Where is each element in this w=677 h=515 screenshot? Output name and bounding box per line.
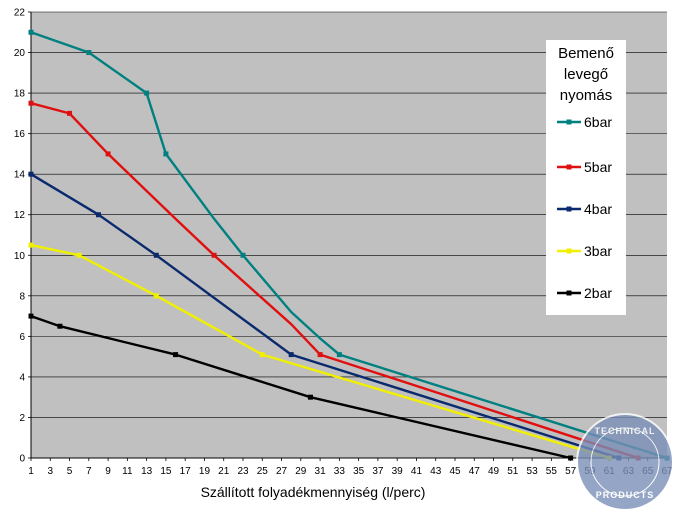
legend-box — [546, 40, 626, 315]
y-tick-label: 10 — [14, 251, 26, 262]
x-tick-label: 33 — [334, 466, 346, 477]
legend-title-line-1: Bemenő — [558, 45, 614, 62]
x-tick-label: 3 — [47, 466, 53, 477]
x-tick-label: 51 — [507, 466, 519, 477]
y-tick-label: 6 — [19, 332, 25, 343]
axes — [28, 11, 668, 461]
legend-item-6bar: 6bar — [557, 114, 612, 130]
x-tick-label: 25 — [257, 466, 269, 477]
x-tick-label: 35 — [353, 466, 365, 477]
data-point-4bar — [28, 171, 34, 177]
y-tick-label: 20 — [14, 48, 26, 59]
x-tick-label: 29 — [295, 466, 307, 477]
legend-marker-5bar — [566, 164, 572, 170]
legend: Bemenő levegő nyomás 6bar 5bar 4bar 3bar 2ba… — [546, 40, 626, 315]
data-point-2bar — [307, 394, 313, 400]
x-tick-label: 23 — [237, 466, 249, 477]
x-tick-label: 5 — [67, 466, 73, 477]
data-point-5bar — [67, 110, 73, 116]
legend-marker-6bar — [566, 119, 572, 125]
legend-items: 6bar 5bar 4bar 3bar 2bar — [557, 114, 612, 301]
data-point-6bar — [86, 50, 92, 56]
data-point-4bar — [153, 252, 159, 258]
watermark-line-1: TECHNICAL — [595, 426, 656, 436]
x-tick-label: 45 — [449, 466, 461, 477]
legend-marker-4bar — [566, 206, 572, 212]
legend-marker-2bar — [566, 290, 572, 296]
x-tick-label: 57 — [565, 466, 577, 477]
data-point-3bar — [259, 352, 265, 358]
x-tick-label: 13 — [141, 466, 153, 477]
y-tick-label: 18 — [14, 89, 26, 100]
x-tick-label: 27 — [276, 466, 288, 477]
data-point-5bar — [28, 100, 34, 106]
x-tick-label: 15 — [160, 466, 172, 477]
x-tick-label: 47 — [469, 466, 481, 477]
series-2bar — [28, 313, 574, 461]
legend-item-3bar: 3bar — [557, 243, 612, 259]
x-tick-label: 55 — [546, 466, 558, 477]
data-point-6bar — [240, 252, 246, 258]
legend-label-5bar: 5bar — [584, 159, 612, 175]
data-point-3bar — [28, 242, 34, 248]
x-tick-label: 21 — [218, 466, 230, 477]
y-tick-label: 4 — [19, 372, 25, 383]
x-tick-label: 11 — [122, 466, 133, 477]
series-line-6bar — [30, 31, 668, 460]
data-point-3bar — [76, 252, 82, 258]
data-point-4bar — [95, 212, 101, 218]
watermark-logo: TECHNICAL PRODUCTS — [576, 413, 674, 511]
data-point-2bar — [57, 323, 63, 329]
x-tick-label: 53 — [527, 466, 539, 477]
series-layer — [28, 29, 670, 461]
data-point-6bar — [163, 151, 169, 157]
y-tick-label: 0 — [19, 454, 25, 465]
x-tick-label: 7 — [86, 466, 92, 477]
y-tick-label: 8 — [19, 291, 25, 302]
legend-label-6bar: 6bar — [584, 114, 612, 130]
x-tick-label: 1 — [28, 466, 34, 477]
legend-label-3bar: 3bar — [584, 243, 612, 259]
legend-item-4bar: 4bar — [557, 201, 612, 217]
data-point-2bar — [28, 313, 34, 319]
x-tick-label: 31 — [315, 466, 327, 477]
x-tick-label: 37 — [372, 466, 384, 477]
data-point-2bar — [568, 455, 574, 461]
legend-title-line-3: nyomás — [560, 87, 613, 104]
series-line-5bar — [30, 102, 639, 460]
x-tick-label: 39 — [392, 466, 404, 477]
legend-item-5bar: 5bar — [557, 159, 612, 175]
y-tick-label: 12 — [14, 210, 26, 221]
data-point-3bar — [153, 293, 159, 299]
legend-label-2bar: 2bar — [584, 285, 612, 301]
data-point-5bar — [317, 352, 323, 358]
legend-title-line-2: levegő — [564, 66, 608, 83]
x-tick-label: 19 — [199, 466, 211, 477]
x-tick-label: 41 — [411, 466, 423, 477]
data-point-4bar — [288, 352, 294, 358]
data-point-5bar — [211, 252, 217, 258]
data-point-2bar — [173, 352, 179, 358]
data-point-5bar — [105, 151, 111, 157]
x-axis-title: Szállított folyadékmennyiség (l/perc) — [201, 484, 426, 500]
y-tick-label: 16 — [14, 129, 26, 140]
x-tick-label: 9 — [105, 466, 111, 477]
legend-label-4bar: 4bar — [584, 201, 612, 217]
watermark-line-2: PRODUCTS — [596, 490, 655, 500]
x-tick-label: 17 — [180, 466, 192, 477]
data-point-6bar — [28, 29, 34, 35]
x-tick-label: 43 — [430, 466, 442, 477]
y-tick-label: 22 — [14, 8, 26, 19]
data-point-6bar — [144, 90, 150, 96]
legend-item-2bar: 2bar — [557, 285, 612, 301]
x-tick-label: 49 — [488, 466, 500, 477]
y-tick-label: 14 — [14, 170, 26, 181]
data-point-6bar — [336, 352, 342, 358]
legend-marker-3bar — [566, 248, 572, 254]
y-tick-label: 2 — [19, 413, 25, 424]
